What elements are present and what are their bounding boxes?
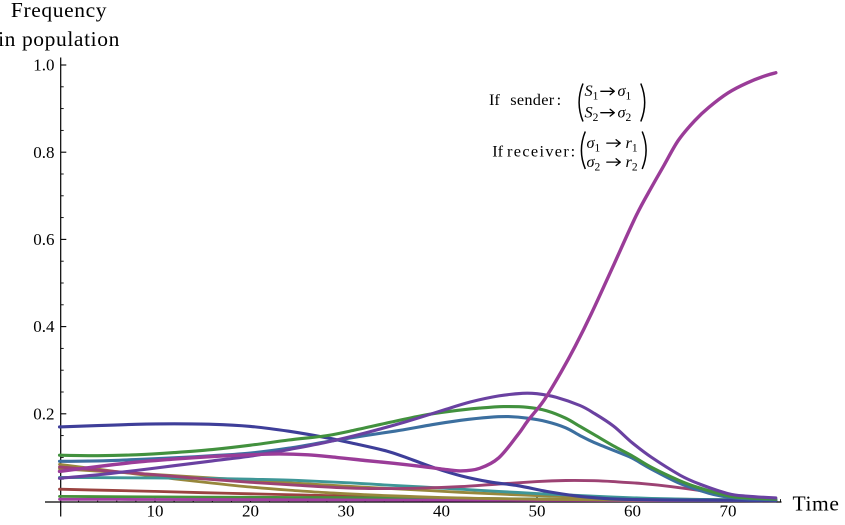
svg-text:r2: r2	[626, 152, 638, 174]
svg-text::: :	[557, 90, 562, 109]
svg-text:Frequency: Frequency	[11, 0, 107, 22]
svg-text:σ1: σ1	[618, 81, 632, 103]
svg-text:S2: S2	[585, 103, 599, 125]
svg-text:10: 10	[147, 502, 164, 521]
svg-text:60: 60	[624, 502, 641, 521]
svg-text:r1: r1	[626, 133, 638, 155]
svg-text::: :	[571, 141, 576, 160]
svg-text:30: 30	[338, 502, 355, 521]
svg-text:Time: Time	[793, 492, 840, 516]
svg-text:50: 50	[529, 502, 546, 521]
svg-text:20: 20	[242, 502, 259, 521]
svg-text:40: 40	[433, 502, 450, 521]
svg-text:σ2: σ2	[587, 152, 601, 174]
svg-text:0.2: 0.2	[33, 404, 54, 423]
svg-text:0.4: 0.4	[33, 317, 55, 336]
svg-text:If: If	[492, 141, 503, 160]
svg-text:sender: sender	[510, 90, 555, 109]
svg-text:1.0: 1.0	[33, 56, 54, 75]
svg-text:σ2: σ2	[618, 103, 632, 125]
svg-text:S1: S1	[585, 81, 599, 103]
svg-text:If: If	[489, 90, 500, 109]
svg-text:in population: in population	[0, 27, 120, 51]
svg-text:σ1: σ1	[587, 133, 601, 155]
svg-text:70: 70	[720, 502, 737, 521]
svg-text:0.8: 0.8	[33, 143, 54, 162]
svg-text:0.6: 0.6	[33, 230, 54, 249]
